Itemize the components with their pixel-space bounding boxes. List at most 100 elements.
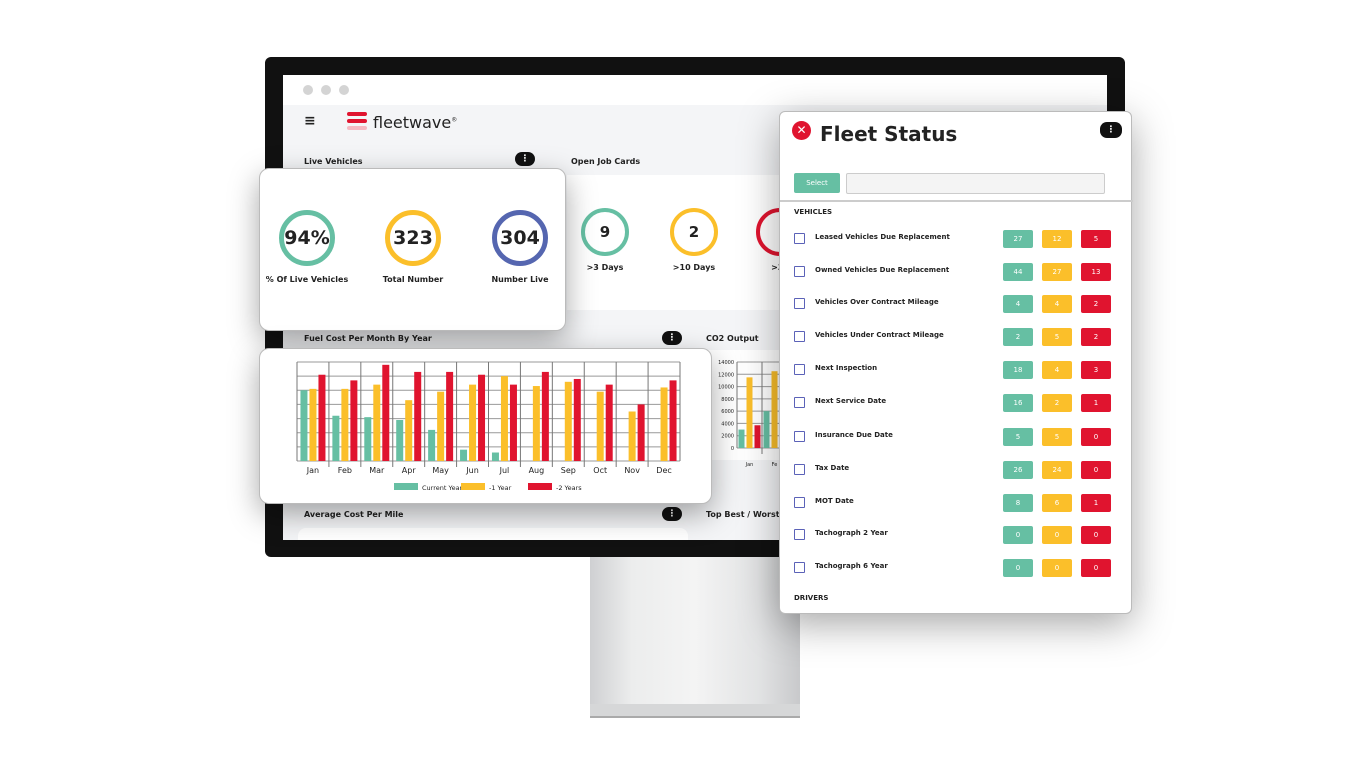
edit-icon[interactable] bbox=[794, 529, 805, 540]
fleet-status-row[interactable]: Tax Date 26 24 0 bbox=[780, 461, 1133, 481]
category-label: Jun bbox=[465, 466, 479, 475]
edit-icon[interactable] bbox=[794, 397, 805, 408]
fleet-status-panel: ✕ Fleet Status ⋮ Select VEHICLES Leased … bbox=[779, 111, 1133, 614]
row-label: Leased Vehicles Due Replacement bbox=[815, 233, 950, 241]
red-count-badge[interactable]: 1 bbox=[1081, 494, 1111, 512]
yellow-count-badge[interactable]: 27 bbox=[1042, 263, 1072, 281]
green-count-badge[interactable]: 26 bbox=[1003, 461, 1033, 479]
y-tick-label: 8000 bbox=[721, 397, 734, 403]
edit-icon[interactable] bbox=[794, 431, 805, 442]
green-count-badge[interactable]: 8 bbox=[1003, 494, 1033, 512]
logo-text: fleetwave® bbox=[373, 113, 458, 132]
stat-ring: 9 bbox=[581, 208, 629, 256]
category-label: Jan bbox=[306, 466, 319, 475]
edit-icon[interactable] bbox=[794, 464, 805, 475]
red-count-badge[interactable]: 2 bbox=[1081, 295, 1111, 313]
bar bbox=[754, 425, 761, 448]
green-count-badge[interactable]: 0 bbox=[1003, 526, 1033, 544]
yellow-count-badge[interactable]: 4 bbox=[1042, 361, 1072, 379]
fleet-status-row[interactable]: Vehicles Under Contract Mileage 2 5 2 bbox=[780, 328, 1133, 348]
select-button[interactable]: Select bbox=[794, 173, 840, 193]
stat-ring: 2 bbox=[670, 208, 718, 256]
red-count-badge[interactable]: 13 bbox=[1081, 263, 1111, 281]
fleet-status-row[interactable]: Vehicles Over Contract Mileage 4 4 2 bbox=[780, 295, 1133, 315]
yellow-count-badge[interactable]: 6 bbox=[1042, 494, 1072, 512]
yellow-count-badge[interactable]: 12 bbox=[1042, 230, 1072, 248]
window-dot bbox=[321, 85, 331, 95]
yellow-count-badge[interactable]: 5 bbox=[1042, 328, 1072, 346]
fleet-search-input[interactable] bbox=[846, 173, 1105, 194]
bar bbox=[350, 380, 358, 461]
bar bbox=[309, 388, 317, 461]
y-tick-label: 10000 bbox=[718, 385, 734, 391]
fuel-cost-chart: Jan Feb Mar Apr May Jun Jul Aug Sep Oct Nov Dec Curr… bbox=[296, 361, 681, 492]
fleet-status-row[interactable]: Leased Vehicles Due Replacement 27 12 5 bbox=[780, 230, 1133, 250]
legend-swatch bbox=[528, 483, 552, 490]
edit-icon[interactable] bbox=[794, 364, 805, 375]
red-count-badge[interactable]: 0 bbox=[1081, 428, 1111, 446]
edit-icon[interactable] bbox=[794, 298, 805, 309]
fuel-cost-menu-button[interactable]: ⋮ bbox=[662, 331, 682, 345]
edit-icon[interactable] bbox=[794, 331, 805, 342]
yellow-count-badge[interactable]: 0 bbox=[1042, 526, 1072, 544]
category-label: Jul bbox=[499, 466, 510, 475]
red-count-badge[interactable]: 0 bbox=[1081, 559, 1111, 577]
fleet-status-row[interactable]: Tachograph 6 Year 0 0 0 bbox=[780, 559, 1133, 579]
green-count-badge[interactable]: 5 bbox=[1003, 428, 1033, 446]
category-label: Feb bbox=[338, 466, 352, 475]
edit-icon[interactable] bbox=[794, 562, 805, 573]
yellow-count-badge[interactable]: 2 bbox=[1042, 394, 1072, 412]
stat-ring: 94% bbox=[279, 210, 335, 266]
live-vehicles-menu-button[interactable]: ⋮ bbox=[515, 152, 535, 166]
y-tick-label: 6000 bbox=[721, 409, 734, 415]
red-count-badge[interactable]: 2 bbox=[1081, 328, 1111, 346]
green-count-badge[interactable]: 18 bbox=[1003, 361, 1033, 379]
yellow-count-badge[interactable]: 24 bbox=[1042, 461, 1072, 479]
yellow-count-badge[interactable]: 0 bbox=[1042, 559, 1072, 577]
category-label: Nov bbox=[624, 466, 640, 475]
red-count-badge[interactable]: 5 bbox=[1081, 230, 1111, 248]
fleet-status-row[interactable]: Next Inspection 18 4 3 bbox=[780, 361, 1133, 381]
red-count-badge[interactable]: 3 bbox=[1081, 361, 1111, 379]
yellow-count-badge[interactable]: 5 bbox=[1042, 428, 1072, 446]
avg-cost-title: Average Cost Per Mile bbox=[304, 510, 404, 519]
bar bbox=[541, 371, 549, 461]
bar bbox=[738, 429, 745, 448]
red-count-badge[interactable]: 1 bbox=[1081, 394, 1111, 412]
category-label: Jan bbox=[745, 462, 754, 468]
green-count-badge[interactable]: 44 bbox=[1003, 263, 1033, 281]
hamburger-icon[interactable]: ≡ bbox=[304, 113, 316, 129]
bar bbox=[771, 371, 778, 448]
edit-icon[interactable] bbox=[794, 233, 805, 244]
category-label: Oct bbox=[593, 466, 607, 475]
fleet-status-row[interactable]: Tachograph 2 Year 0 0 0 bbox=[780, 526, 1133, 546]
green-count-badge[interactable]: 16 bbox=[1003, 394, 1033, 412]
green-count-badge[interactable]: 0 bbox=[1003, 559, 1033, 577]
fleet-status-row[interactable]: MOT Date 8 6 1 bbox=[780, 494, 1133, 514]
legend-label: -1 Year bbox=[489, 484, 512, 492]
fleet-status-row[interactable]: Next Service Date 16 2 1 bbox=[780, 394, 1133, 414]
category-label: Aug bbox=[529, 466, 545, 475]
close-icon[interactable]: ✕ bbox=[792, 121, 811, 140]
open-job-cards-title: Open Job Cards bbox=[571, 157, 641, 166]
green-count-badge[interactable]: 4 bbox=[1003, 295, 1033, 313]
bar bbox=[460, 449, 468, 461]
bar bbox=[763, 411, 770, 448]
green-count-badge[interactable]: 2 bbox=[1003, 328, 1033, 346]
edit-icon[interactable] bbox=[794, 266, 805, 277]
red-count-badge[interactable]: 0 bbox=[1081, 461, 1111, 479]
avg-cost-menu-button[interactable]: ⋮ bbox=[662, 507, 682, 521]
co2-title: CO2 Output bbox=[706, 334, 759, 343]
bar bbox=[318, 374, 326, 461]
edit-icon[interactable] bbox=[794, 497, 805, 508]
green-count-badge[interactable]: 27 bbox=[1003, 230, 1033, 248]
fleet-status-row[interactable]: Insurance Due Date 5 5 0 bbox=[780, 428, 1133, 448]
fleet-status-row[interactable]: Owned Vehicles Due Replacement 44 27 13 bbox=[780, 263, 1133, 283]
category-label: Mar bbox=[369, 466, 385, 475]
red-count-badge[interactable]: 0 bbox=[1081, 526, 1111, 544]
bar bbox=[746, 377, 753, 448]
row-label: Tachograph 2 Year bbox=[815, 529, 888, 537]
yellow-count-badge[interactable]: 4 bbox=[1042, 295, 1072, 313]
avg-cost-panel bbox=[298, 528, 688, 540]
fleet-status-menu-button[interactable]: ⋮ bbox=[1100, 122, 1122, 138]
